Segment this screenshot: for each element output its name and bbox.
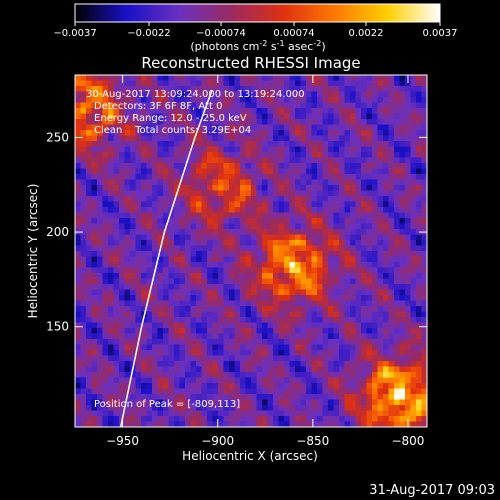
colorbar: −0.0037 −0.0022 −0.00074 0.00074 0.0022 0.003… — [53, 3, 458, 53]
colorbar-tick-label: 0.0022 — [349, 28, 384, 39]
x-axis: −950 −900 −850 −800 — [106, 75, 424, 448]
x-tick-label: −800 — [391, 434, 424, 448]
colorbar-tick-label: 0.0037 — [423, 28, 458, 39]
annotation-block: 30-Aug-2017 13:09:24.000 to 13:19:24.000… — [86, 89, 305, 410]
y-axis-label: Heliocentric Y (arcsec) — [26, 184, 40, 319]
image-pixels — [75, 75, 427, 427]
colorbar-gradient — [74, 3, 441, 23]
colorbar-tick-label: −0.0022 — [127, 28, 170, 39]
plot-frame — [74, 74, 428, 428]
colorbar-tick-label: −0.0037 — [53, 28, 96, 39]
annotation-time-range: 30-Aug-2017 13:09:24.000 to 13:19:24.000 — [86, 89, 305, 100]
annotation-clean-counts: Clean Total counts: 3.29E+04 — [94, 125, 251, 136]
y-axis: 150 200 250 — [46, 130, 427, 334]
colorbar-tick-label: −0.00074 — [196, 28, 246, 39]
colorbar-unit-label: (photons cm-2 s-1 asec-2) — [190, 39, 325, 53]
colorbar-ticks: −0.0037 −0.0022 −0.00074 0.00074 0.0022 0.003… — [53, 22, 458, 39]
solar-limb-curve — [119, 89, 213, 427]
x-tick-label: −850 — [296, 434, 329, 448]
chart-title: Reconstructed RHESSI Image — [141, 54, 360, 72]
colorbar-tick-label: 0.00074 — [273, 28, 314, 39]
timestamp: 31-Aug-2017 09:03 — [369, 483, 495, 498]
annotation-energy-range: Energy Range: 12.0 - 25.0 keV — [94, 113, 247, 124]
annotation-peak-position: Position of Peak = [-809,113] — [94, 399, 240, 410]
y-tick-label: 250 — [46, 130, 69, 144]
x-tick-label: −900 — [201, 434, 234, 448]
x-tick-label: −950 — [106, 434, 139, 448]
image-area — [75, 75, 427, 427]
y-tick-label: 150 — [46, 320, 69, 334]
x-axis-label: Heliocentric X (arcsec) — [182, 449, 318, 463]
annotation-detectors: Detectors: 3F 6F 8F, Att 0 — [94, 101, 222, 112]
y-tick-label: 200 — [46, 225, 69, 239]
